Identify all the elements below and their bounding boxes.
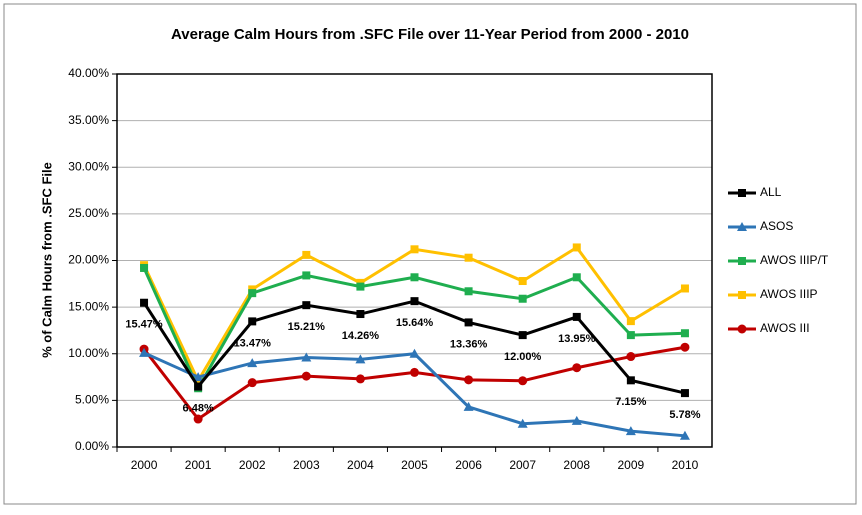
legend-label: AWOS III bbox=[760, 321, 810, 335]
marker bbox=[518, 376, 528, 386]
marker bbox=[626, 317, 635, 326]
marker bbox=[518, 294, 527, 303]
chart-title: Average Calm Hours from .SFC File over 1… bbox=[171, 26, 689, 43]
marker bbox=[517, 418, 528, 428]
data-label: 13.47% bbox=[234, 337, 272, 349]
marker bbox=[302, 301, 311, 310]
data-label: 5.78% bbox=[669, 409, 700, 421]
chart-border bbox=[3, 3, 857, 505]
data-label: 13.95% bbox=[558, 333, 596, 345]
y-tick-label: 25.00% bbox=[68, 206, 109, 220]
marker bbox=[247, 378, 257, 388]
y-tick-label: 30.00% bbox=[68, 159, 109, 173]
x-tick-label: 2005 bbox=[401, 458, 428, 472]
y-tick-label: 20.00% bbox=[68, 253, 109, 267]
legend-marker bbox=[737, 222, 747, 231]
x-tick-label: 2000 bbox=[131, 458, 158, 472]
marker bbox=[518, 277, 527, 286]
marker bbox=[302, 271, 311, 280]
marker bbox=[679, 430, 690, 440]
data-label: 13.36% bbox=[450, 338, 488, 350]
y-tick-label: 0.00% bbox=[75, 439, 109, 453]
data-label: 6.48% bbox=[183, 402, 214, 414]
marker bbox=[571, 415, 582, 425]
marker bbox=[572, 312, 581, 321]
y-tick-label: 10.00% bbox=[68, 346, 109, 360]
marker bbox=[464, 318, 473, 327]
marker bbox=[355, 374, 365, 384]
y-tick-label: 5.00% bbox=[75, 393, 109, 407]
legend-label: AWOS IIIP bbox=[760, 287, 818, 301]
x-tick-label: 2009 bbox=[618, 458, 645, 472]
marker bbox=[625, 426, 636, 436]
marker bbox=[410, 273, 419, 282]
legend-label: ASOS bbox=[760, 219, 793, 233]
marker bbox=[247, 358, 258, 368]
marker bbox=[140, 298, 149, 307]
marker bbox=[572, 243, 581, 252]
marker bbox=[140, 263, 149, 272]
x-tick-label: 2001 bbox=[185, 458, 212, 472]
y-tick-label: 15.00% bbox=[68, 299, 109, 313]
y-axis-label: % of Calm Hours from .SFC File bbox=[39, 162, 54, 358]
marker bbox=[409, 348, 420, 358]
marker bbox=[626, 331, 635, 340]
marker bbox=[248, 317, 257, 326]
marker bbox=[464, 287, 473, 296]
marker bbox=[356, 282, 365, 291]
data-label: 15.47% bbox=[125, 319, 163, 331]
marker bbox=[680, 329, 689, 338]
x-tick-label: 2007 bbox=[509, 458, 536, 472]
x-tick-label: 2010 bbox=[672, 458, 699, 472]
legend-label: ALL bbox=[760, 185, 782, 199]
marker bbox=[680, 342, 690, 352]
marker bbox=[626, 352, 636, 362]
marker bbox=[463, 401, 474, 411]
marker bbox=[193, 414, 203, 424]
y-tick-label: 35.00% bbox=[68, 113, 109, 127]
marker bbox=[355, 354, 366, 364]
legend-marker bbox=[738, 257, 746, 265]
x-tick-label: 2006 bbox=[455, 458, 482, 472]
marker bbox=[410, 367, 419, 377]
marker bbox=[572, 363, 582, 373]
data-label: 15.21% bbox=[288, 321, 326, 333]
data-label: 14.26% bbox=[342, 330, 380, 342]
marker bbox=[680, 389, 689, 398]
marker bbox=[464, 375, 474, 385]
marker bbox=[193, 372, 204, 382]
marker bbox=[248, 289, 257, 298]
marker bbox=[464, 253, 473, 262]
marker bbox=[680, 284, 689, 293]
marker bbox=[356, 310, 365, 319]
data-label: 15.64% bbox=[396, 317, 434, 329]
legend-label: AWOS IIIP/T bbox=[760, 253, 829, 267]
marker bbox=[301, 371, 311, 381]
marker bbox=[301, 352, 312, 362]
legend-marker bbox=[738, 291, 746, 299]
y-tick-label: 40.00% bbox=[68, 66, 109, 80]
data-label: 12.00% bbox=[504, 351, 542, 363]
marker bbox=[518, 331, 527, 340]
marker bbox=[626, 376, 635, 385]
plot-border bbox=[116, 73, 713, 448]
legend-marker bbox=[737, 324, 747, 334]
marker bbox=[410, 245, 419, 254]
marker bbox=[302, 250, 311, 259]
data-label: 7.15% bbox=[615, 396, 646, 408]
x-tick-label: 2003 bbox=[293, 458, 320, 472]
x-tick-label: 2002 bbox=[239, 458, 266, 472]
legend-marker bbox=[738, 189, 746, 197]
marker bbox=[572, 273, 581, 282]
marker bbox=[139, 347, 150, 357]
marker bbox=[410, 297, 419, 306]
x-tick-label: 2008 bbox=[563, 458, 590, 472]
x-tick-label: 2004 bbox=[347, 458, 374, 472]
marker bbox=[194, 382, 203, 391]
